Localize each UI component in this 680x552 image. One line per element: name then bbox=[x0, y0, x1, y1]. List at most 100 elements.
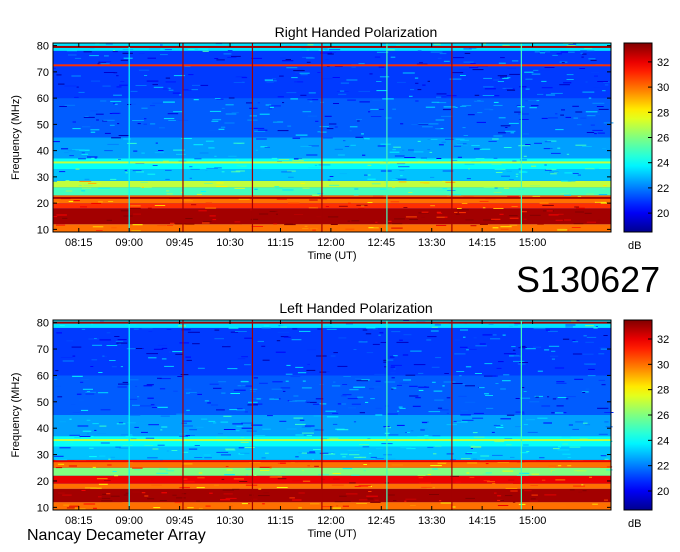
x-tick-label: 09:00 bbox=[115, 237, 143, 249]
time-marker-line bbox=[251, 320, 254, 510]
time-marker-line bbox=[451, 43, 453, 232]
y-tick-label: 60 bbox=[37, 370, 49, 382]
colorbar-tick-label: 22 bbox=[657, 461, 669, 473]
right-polarization-panel: Right Handed Polarization 10 20 30 40 50 60 70 8… bbox=[10, 24, 669, 262]
time-marker-line bbox=[386, 320, 388, 510]
x-tick-label: 14:15 bbox=[468, 515, 496, 527]
y-tick-label: 10 bbox=[37, 502, 49, 514]
colorbar-tick-label: 24 bbox=[657, 158, 669, 170]
y-tick-label: 30 bbox=[37, 172, 49, 184]
colorbar-tick-label: 32 bbox=[657, 334, 669, 346]
y-tick-label: 30 bbox=[37, 450, 49, 462]
x-tick-label: 14:15 bbox=[468, 237, 496, 249]
time-marker-line bbox=[321, 43, 323, 232]
colorbar bbox=[623, 42, 653, 233]
y-tick-label: 50 bbox=[37, 397, 49, 409]
x-tick-label: 09:45 bbox=[166, 515, 194, 527]
colorbar-tick-label: 24 bbox=[657, 435, 669, 447]
colorbar-tick-label: 28 bbox=[657, 107, 669, 119]
colorbar-tick-label: 20 bbox=[657, 486, 669, 498]
emission-line bbox=[53, 439, 611, 442]
frequency-band bbox=[53, 375, 611, 415]
colorbar-tick-label: 30 bbox=[657, 359, 669, 371]
colorbar-tick-label: 30 bbox=[657, 82, 669, 94]
colorbar-label: dB bbox=[628, 240, 641, 252]
time-marker-line bbox=[128, 43, 130, 232]
frequency-band bbox=[53, 137, 611, 159]
time-marker-line bbox=[251, 43, 254, 232]
y-axis-label: Frequency (MHz) bbox=[10, 373, 22, 458]
colorbar-tick-label: 32 bbox=[657, 57, 669, 69]
x-tick-label: 11:15 bbox=[267, 237, 294, 249]
plot-frame bbox=[52, 42, 612, 233]
x-tick-label: 09:00 bbox=[115, 515, 143, 527]
time-marker-line bbox=[321, 320, 323, 510]
emission-line bbox=[53, 460, 611, 463]
y-tick-label: 10 bbox=[37, 224, 49, 236]
frequency-band bbox=[53, 459, 611, 468]
colorbar-tick-label: 22 bbox=[657, 183, 669, 195]
time-marker-line bbox=[386, 43, 388, 232]
frequency-band bbox=[53, 187, 611, 196]
x-tick-label: 13:30 bbox=[418, 515, 446, 527]
y-tick-label: 40 bbox=[37, 423, 49, 435]
frequency-band bbox=[53, 320, 611, 328]
x-axis-label: Time (UT) bbox=[307, 250, 356, 262]
y-tick-label: 80 bbox=[37, 41, 49, 53]
chart-title: Right Handed Polarization bbox=[275, 24, 438, 40]
emission-line bbox=[53, 321, 611, 324]
x-tick-label: 12:45 bbox=[368, 515, 396, 527]
colorbar-tick-label: 20 bbox=[657, 208, 669, 220]
emission-line bbox=[53, 45, 611, 48]
time-marker-line bbox=[520, 320, 522, 510]
frequency-band bbox=[53, 203, 611, 209]
time-marker-line bbox=[128, 320, 130, 510]
left-polarization-panel: Left Handed Polarization 10 20 30 40 50 60 70 80… bbox=[10, 300, 669, 540]
colorbar-tick-label: 28 bbox=[657, 385, 669, 397]
frequency-band bbox=[53, 415, 611, 437]
x-axis-label: Time (UT) bbox=[307, 528, 356, 540]
time-marker-line bbox=[182, 43, 184, 232]
frequency-band bbox=[53, 180, 611, 188]
x-tick-label: 12:00 bbox=[317, 237, 345, 249]
x-tick-label: 10:30 bbox=[216, 515, 244, 527]
spectrogram-noise bbox=[53, 43, 614, 232]
frequency-band bbox=[53, 158, 611, 169]
frequency-band bbox=[53, 98, 611, 138]
observatory-label: Nancay Decameter Array bbox=[27, 527, 206, 544]
y-tick-label: 80 bbox=[37, 318, 49, 330]
frequency-band bbox=[53, 327, 611, 376]
frequency-band bbox=[53, 208, 611, 225]
spectrogram-noise bbox=[53, 320, 614, 510]
x-tick-label: 08:15 bbox=[65, 237, 93, 249]
emission-line bbox=[53, 196, 611, 199]
y-tick-label: 70 bbox=[37, 344, 49, 356]
frequency-band bbox=[53, 436, 611, 447]
y-tick-label: 70 bbox=[37, 67, 49, 79]
y-tick-label: 60 bbox=[37, 93, 49, 105]
time-marker-line bbox=[520, 43, 522, 232]
x-tick-label: 10:30 bbox=[216, 237, 244, 249]
x-tick-label: 09:45 bbox=[166, 237, 194, 249]
colorbar-tick-label: 26 bbox=[657, 410, 669, 422]
x-tick-label: 15:00 bbox=[519, 515, 547, 527]
x-tick-label: 12:45 bbox=[368, 237, 396, 249]
plot-frame bbox=[52, 319, 612, 511]
frequency-band bbox=[53, 483, 611, 489]
frequency-band bbox=[53, 195, 611, 204]
y-tick-label: 50 bbox=[37, 119, 49, 131]
time-marker-line bbox=[182, 320, 184, 510]
x-tick-label: 13:30 bbox=[418, 237, 446, 249]
emission-line bbox=[53, 161, 611, 164]
colorbar-tick-label: 26 bbox=[657, 133, 669, 145]
y-tick-label: 20 bbox=[37, 198, 49, 210]
frequency-band bbox=[53, 502, 611, 510]
colorbar-label: dB bbox=[628, 518, 641, 530]
emission-line bbox=[53, 64, 611, 67]
x-tick-label: 08:15 bbox=[65, 515, 93, 527]
frequency-band bbox=[53, 475, 611, 484]
x-tick-label: 11:15 bbox=[267, 515, 294, 527]
x-tick-label: 15:00 bbox=[519, 237, 547, 249]
frequency-band bbox=[53, 224, 611, 232]
